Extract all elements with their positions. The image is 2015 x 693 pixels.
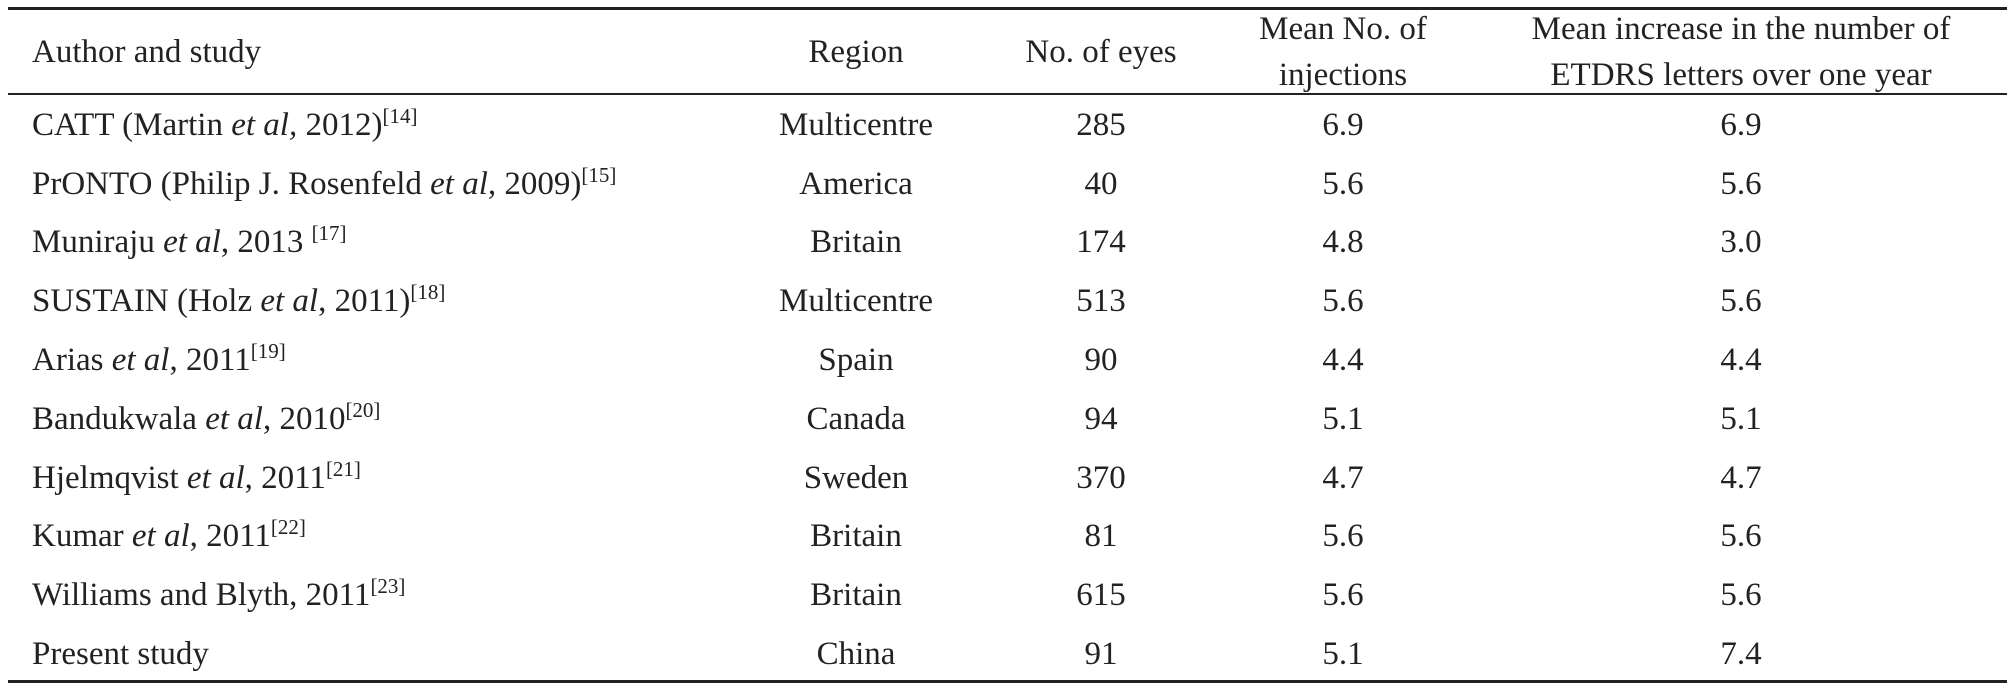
cell: 5.1 xyxy=(1322,401,1364,437)
reference: [17] xyxy=(311,221,347,245)
cell: 5.1 xyxy=(1720,401,1762,437)
cell: 4.4 xyxy=(1322,342,1364,378)
cell: China xyxy=(816,636,896,672)
author-text: CATT (Martin xyxy=(32,107,232,143)
cell: 6.9 xyxy=(1720,107,1762,143)
author-text: 2009) xyxy=(496,166,582,202)
cell: 6.9 xyxy=(1322,107,1364,143)
cell: 5.6 xyxy=(1720,283,1762,319)
cell: Canada xyxy=(806,401,906,437)
cell: 174 xyxy=(1076,224,1126,260)
author-text: et al xyxy=(163,224,221,260)
author-text: , 2011 xyxy=(169,342,251,378)
cell: 5.6 xyxy=(1322,283,1364,319)
reference: [18] xyxy=(410,280,446,304)
author-text: et al xyxy=(186,460,245,496)
author-text: et al, xyxy=(231,107,298,143)
author-text: 2012) xyxy=(297,107,383,143)
bottom-rule xyxy=(8,680,2007,683)
author-cell: Arias et al, 2011[19] xyxy=(32,340,286,380)
cell: 81 xyxy=(1084,518,1118,554)
author-text: et al, xyxy=(430,166,497,202)
cell: 4.4 xyxy=(1720,342,1762,378)
author-text: et al xyxy=(260,283,319,319)
cell: Britain xyxy=(810,577,902,613)
header-cell: Mean No. of xyxy=(1259,11,1427,47)
author-text: Williams and Blyth, 2011 xyxy=(32,577,371,613)
author-text: , 2013 xyxy=(220,224,312,260)
cell: Britain xyxy=(810,518,902,554)
cell: Spain xyxy=(818,342,894,378)
author-text: Kumar xyxy=(32,518,132,554)
reference: [19] xyxy=(250,339,286,363)
cell: 5.6 xyxy=(1322,518,1364,554)
author-text: Arias xyxy=(32,342,112,378)
author-cell: Bandukwala et al, 2010[20] xyxy=(32,399,380,439)
top-rule xyxy=(8,7,2007,10)
cell: 285 xyxy=(1076,107,1126,143)
cell: Britain xyxy=(810,224,902,260)
cell: 615 xyxy=(1076,577,1126,613)
author-text: , 2010 xyxy=(262,401,346,437)
author-text: Muniraju xyxy=(32,224,164,260)
cell: 7.4 xyxy=(1720,636,1762,672)
reference: [21] xyxy=(325,457,361,481)
header-cell: ETDRS letters over one year xyxy=(1550,57,1932,93)
author-text: , 2011 xyxy=(189,518,271,554)
author-text: Hjelmqvist xyxy=(32,460,187,496)
cell: 94 xyxy=(1084,401,1118,437)
header-cell: Mean increase in the number of xyxy=(1531,11,1951,47)
author-cell: Present study xyxy=(32,634,209,674)
author-cell: SUSTAIN (Holz et al, 2011)[18] xyxy=(32,281,445,321)
author-cell: Williams and Blyth, 2011[23] xyxy=(32,575,405,615)
cell: 5.1 xyxy=(1322,636,1364,672)
cell: 4.8 xyxy=(1322,224,1364,260)
cell: 513 xyxy=(1076,283,1126,319)
author-cell: Muniraju et al, 2013 [17] xyxy=(32,222,347,262)
cell: 91 xyxy=(1084,636,1118,672)
author-cell: PrONTO (Philip J. Rosenfeld et al, 2009)… xyxy=(32,164,616,204)
cell: Sweden xyxy=(803,460,909,496)
header-cell: No. of eyes xyxy=(1025,34,1177,70)
cell: Multicentre xyxy=(779,107,933,143)
cell: America xyxy=(799,166,913,202)
cell: 40 xyxy=(1084,166,1118,202)
header-cell: Author and study xyxy=(32,34,262,70)
author-cell: Hjelmqvist et al, 2011[21] xyxy=(32,458,361,498)
cell: 3.0 xyxy=(1720,224,1762,260)
author-text: Bandukwala xyxy=(32,401,206,437)
cell: 5.6 xyxy=(1322,166,1364,202)
cell: 5.6 xyxy=(1720,166,1762,202)
cell: 4.7 xyxy=(1322,460,1364,496)
reference: [22] xyxy=(270,515,306,539)
author-text: , 2011 xyxy=(244,460,326,496)
reference: [23] xyxy=(370,574,406,598)
header-rule xyxy=(8,93,2007,95)
author-text: Present study xyxy=(32,636,209,672)
reference: [14] xyxy=(382,104,418,128)
author-text: , 2011) xyxy=(318,283,411,319)
cell: 5.6 xyxy=(1322,577,1364,613)
author-text: et al xyxy=(131,518,190,554)
cell: Multicentre xyxy=(779,283,933,319)
author-text: SUSTAIN (Holz xyxy=(32,283,261,319)
header-cell: injections xyxy=(1278,57,1408,93)
author-text: et al xyxy=(111,342,170,378)
cell: 5.6 xyxy=(1720,577,1762,613)
author-cell: CATT (Martin et al, 2012)[14] xyxy=(32,105,417,145)
author-cell: Kumar et al, 2011[22] xyxy=(32,516,306,556)
reference: [15] xyxy=(581,163,617,187)
cell: 4.7 xyxy=(1720,460,1762,496)
header-cell: Region xyxy=(808,34,904,70)
cell: 370 xyxy=(1076,460,1126,496)
cell: 90 xyxy=(1084,342,1118,378)
cell: 5.6 xyxy=(1720,518,1762,554)
reference: [20] xyxy=(345,398,381,422)
author-text: et al xyxy=(205,401,263,437)
author-text: PrONTO (Philip J. Rosenfeld xyxy=(32,166,431,202)
